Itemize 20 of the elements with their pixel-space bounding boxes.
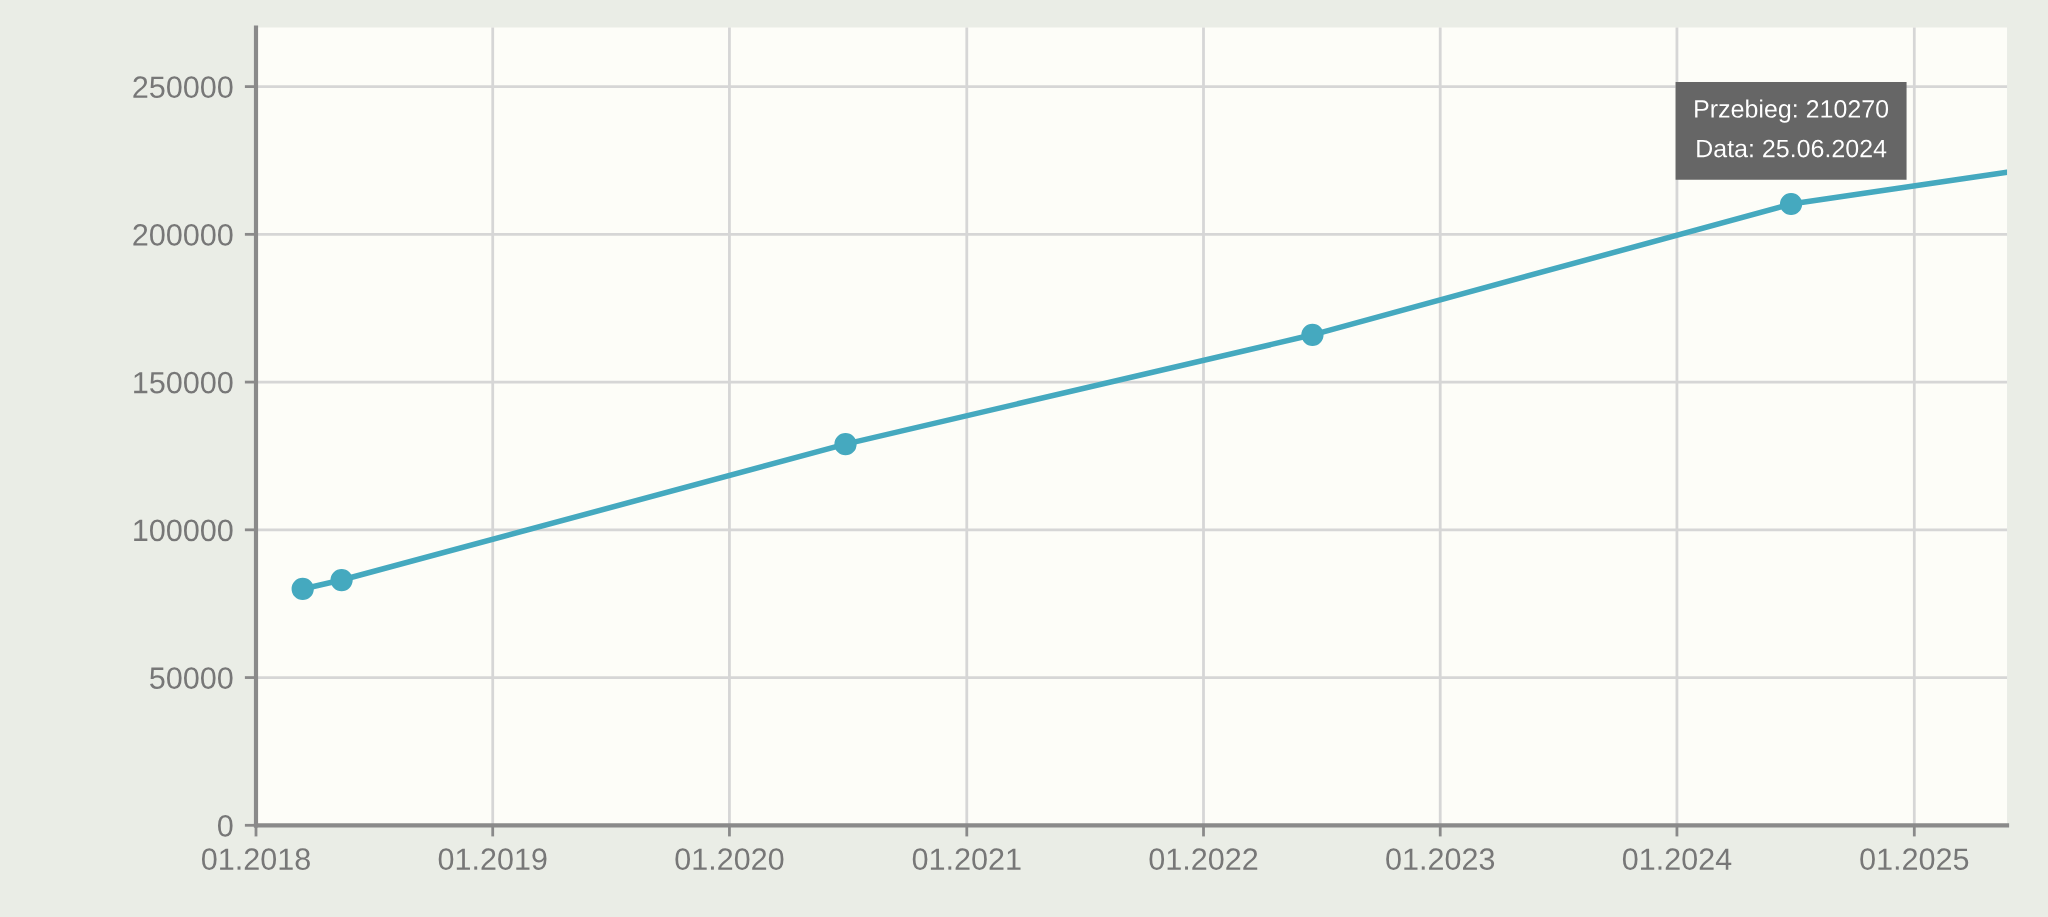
- point: [1779, 192, 1803, 216]
- point: [291, 577, 314, 601]
- x-tick-label: 01.2022: [1149, 848, 1258, 870]
- x-tick-label: 01.2021: [912, 848, 1021, 870]
- y-tick-label: 0: [217, 815, 233, 837]
- x-tick-label: 01.2018: [201, 848, 310, 870]
- x-tick-label: 01.2023: [1386, 848, 1495, 870]
- x-tick-label: 01.2020: [675, 848, 784, 870]
- point: [1301, 323, 1324, 346]
- y-tick-label: 200000: [133, 224, 233, 246]
- y-tick-label: 100000: [134, 519, 233, 542]
- point: [330, 568, 353, 592]
- x-tick-label: 01.2019: [438, 848, 547, 870]
- y-tick-label: 250000: [133, 76, 233, 98]
- x-tick-label: 01.2024: [1622, 848, 1732, 870]
- annotation: Przebieg: 210270 Data: 25.06.2024: [1695, 99, 1889, 158]
- x-tick-label: 01.2025: [1860, 848, 1969, 870]
- y-tick-label: 150000: [134, 371, 233, 394]
- point: [834, 433, 857, 456]
- y-tick-label: 50000: [150, 667, 233, 689]
